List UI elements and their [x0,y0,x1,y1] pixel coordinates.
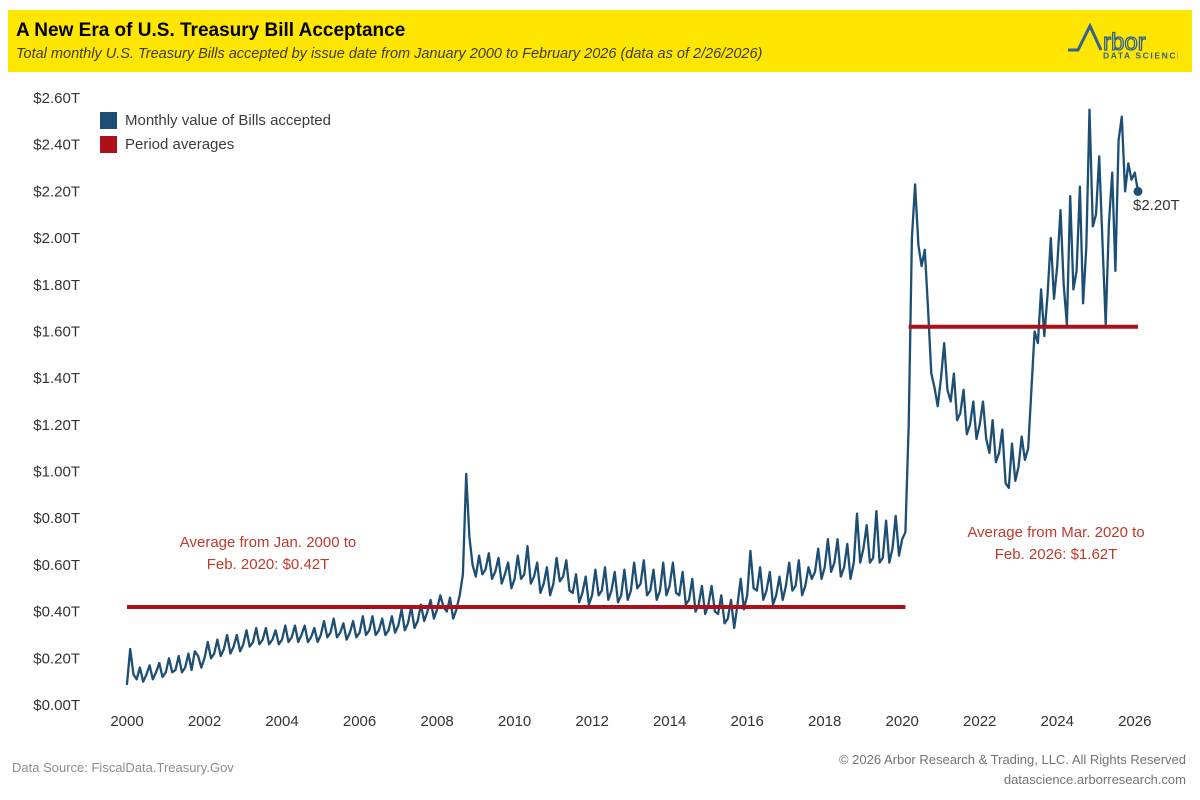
legend-item: Period averages [100,136,331,153]
x-axis-label: 2008 [420,713,453,730]
arbor-logo-tagline: DATA SCIENCE [1103,51,1178,60]
annotation-text: Feb. 2020: $0.42T [206,555,330,573]
bills-accepted-line [125,108,1140,686]
annotation-text: Average from Jan. 2000 to [179,534,357,551]
arbor-logo: rbor DATA SCIENCE [1066,23,1178,59]
x-axis-label: 2012 [575,713,608,730]
x-axis-label: 2004 [265,713,298,730]
x-axis-label: 2020 [886,713,919,730]
y-axis-label: $1.00T [33,464,80,481]
x-axis-label: 2014 [653,713,686,730]
y-axis-label: $2.60T [33,90,80,107]
y-axis-label: $1.60T [33,323,80,340]
arbor-logo-mark: rbor DATA SCIENCE [1068,23,1178,60]
legend-swatch [100,112,117,129]
x-axis-label: 2026 [1118,713,1151,730]
copyright-text: © 2026 Arbor Research & Trading, LLC. Al… [838,752,1186,767]
y-axis-label: $2.00T [33,230,80,247]
x-axis-label: 2022 [963,713,996,730]
x-axis-label: 2002 [188,713,221,730]
copyright-block: © 2026 Arbor Research & Trading, LLC. Al… [839,750,1186,790]
series-end-marker [1133,186,1143,196]
arbor-logo-word: rbor [1103,29,1146,56]
y-axis-label: $0.00T [33,697,80,714]
data-source-note: Data Source: FiscalData.Treasury.Gov [12,760,234,775]
x-axis-label: 2010 [498,713,531,730]
annotation-post2020-average: Average from Mar. 2020 to Feb. 2026: $1.… [936,522,1176,566]
annotation-pre2020-average: Average from Jan. 2000 to Feb. 2020: $0.… [148,532,388,576]
y-axis-label: $2.20T [33,183,80,200]
annotation-text: Average from Mar. 2020 to [967,524,1145,541]
annotation-text: Feb. 2026: $1.62T [994,545,1118,563]
y-axis-label: $1.80T [33,277,80,294]
website-link[interactable]: datascience.arborresearch.com [1003,772,1186,788]
chart-legend: Monthly value of Bills accepted Period av… [100,112,331,160]
y-axis-label: $0.80T [33,510,80,527]
page-subtitle: Total monthly U.S. Treasury Bills accept… [16,45,763,62]
page-title: A New Era of U.S. Treasury Bill Acceptan… [16,20,406,42]
y-axis-label: $0.40T [33,604,80,621]
header-banner: A New Era of U.S. Treasury Bill Acceptan… [8,10,1192,72]
y-axis-label: $0.60T [33,557,80,574]
y-axis-label: $1.20T [33,417,80,434]
x-axis-label: 2006 [343,713,376,730]
legend-label: Period averages [125,136,235,153]
y-axis-label: $2.40T [33,137,80,154]
x-axis-label: 2016 [730,713,763,730]
x-axis-label: 2018 [808,713,841,730]
x-axis-label: 2000 [110,713,143,730]
legend-swatch [100,136,117,153]
legend-item: Monthly value of Bills accepted [100,112,331,129]
series-end-value-label: $2.20T [1133,197,1180,214]
y-axis-label: $1.40T [33,370,80,387]
legend-label: Monthly value of Bills accepted [125,112,331,129]
x-axis-label: 2024 [1041,713,1074,730]
y-axis-label: $0.20T [33,650,80,667]
